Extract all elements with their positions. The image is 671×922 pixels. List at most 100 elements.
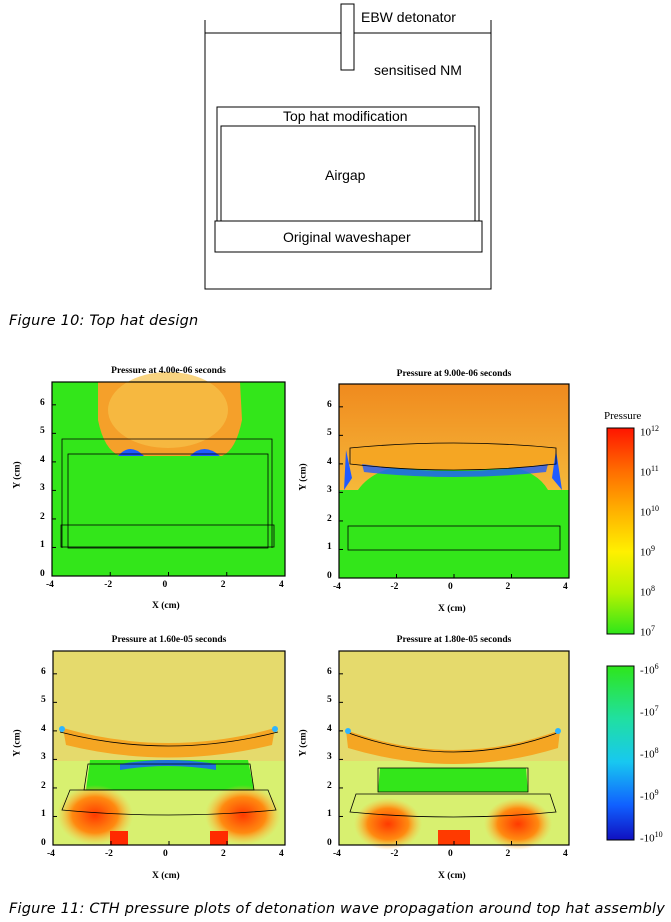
- x-tick-label: -4: [46, 580, 54, 590]
- y-tick-label: 2: [327, 513, 332, 524]
- y-tick-label: 1: [327, 542, 332, 553]
- colorbar-positive-tick-label: 109: [640, 544, 655, 559]
- x-tick-label: 2: [505, 849, 511, 859]
- colorbar-positive-tick-base: 10: [640, 506, 651, 519]
- x-tick-label: 4: [279, 580, 284, 590]
- airgap-label: Airgap: [325, 167, 366, 183]
- colorbar-negative-tick-base: -10: [640, 790, 655, 803]
- x-tick-label: 4: [563, 849, 568, 859]
- y-tick-label: 0: [40, 569, 45, 579]
- colorbar-positive-tick-exp: 10: [651, 504, 659, 513]
- colorbar-positive-tick-label: 1012: [640, 424, 659, 439]
- container-outline: [204, 20, 492, 290]
- y-tick-label: 2: [41, 780, 46, 791]
- colorbar-negative-tick-exp: 9: [654, 788, 659, 797]
- colorbar-negative-tick-base: -10: [640, 706, 655, 719]
- colorbar-negative-tick-base: -10: [640, 748, 655, 761]
- y-tick-label: 4: [327, 456, 332, 467]
- figure-11-caption: Figure 11: CTH pressure plots of detonat…: [9, 901, 666, 917]
- plot-4-title: Pressure at 1.80e-05 seconds: [396, 635, 512, 645]
- colorbar-positive-tick-label: 1011: [640, 464, 659, 479]
- x-tick-label: 0: [162, 580, 168, 590]
- y-tick-label: 6: [40, 397, 45, 408]
- y-tick-label: 3: [327, 485, 332, 496]
- colorbar-negative-tick-exp: 7: [654, 704, 659, 713]
- colorbar-negative-tick-exp: 10: [654, 830, 663, 839]
- y-tick-label: 4: [40, 454, 45, 465]
- y-tick-label: 2: [40, 511, 45, 522]
- colorbar-positive-tick-base: 10: [640, 546, 651, 559]
- colorbar-positive-tick-base: 10: [640, 426, 651, 439]
- x-tick-label: -4: [333, 849, 341, 859]
- y-tick-label: 5: [327, 695, 332, 706]
- plot-1-xlabel: X (cm): [152, 601, 180, 611]
- colorbar-negative-tick-label: -1010: [640, 830, 663, 845]
- colorbar-negative-tick-label: -109: [640, 788, 659, 803]
- plot-4: [338, 650, 570, 850]
- colorbar-positive-tick-base: 10: [640, 586, 651, 599]
- x-tick-label: -2: [390, 582, 399, 592]
- colorbar-negative-tick-base: -10: [640, 832, 655, 845]
- y-tick-label: 3: [40, 483, 45, 494]
- y-tick-label: 3: [41, 752, 46, 763]
- plot-2-xlabel: X (cm): [438, 604, 466, 614]
- colorbar-title: Pressure: [604, 410, 642, 422]
- x-tick-label: -4: [47, 849, 55, 859]
- explosive-label: sensitised NM: [374, 62, 462, 78]
- plot-1: [51, 372, 286, 577]
- x-tick-label: 2: [505, 582, 511, 592]
- y-tick-label: 3: [327, 752, 332, 763]
- colorbar-positive-tick-exp: 9: [651, 544, 655, 553]
- x-tick-label: -2: [390, 849, 399, 859]
- top-hat-diagram: [204, 3, 492, 290]
- colorbar-negative-tick-label: -108: [640, 746, 659, 761]
- y-tick-label: 1: [327, 809, 332, 820]
- colorbar-negative-tick-base: -10: [640, 664, 655, 677]
- plot-1-ylabel: Y (cm): [12, 461, 23, 489]
- y-tick-label: 4: [41, 723, 46, 734]
- colorbar-positive-tick-base: 10: [640, 626, 651, 639]
- colorbar-negative-tick-label: -107: [640, 704, 659, 719]
- detonator-label: EBW detonator: [361, 9, 456, 25]
- plot-3-title: Pressure at 1.60e-05 seconds: [111, 635, 227, 645]
- colorbar-positive-tick-exp: 7: [651, 624, 655, 633]
- plot-3-xlabel: X (cm): [152, 871, 180, 881]
- colorbar-positive-tick-label: 107: [640, 624, 655, 639]
- detonator-body: [340, 3, 355, 71]
- waveshaper-label: Original waveshaper: [283, 229, 411, 245]
- plot-4-ylabel: Y (cm): [298, 729, 309, 757]
- y-tick-label: 1: [41, 809, 46, 820]
- y-tick-label: 6: [41, 666, 46, 677]
- figure-10-caption: Figure 10: Top hat design: [9, 313, 199, 329]
- plot-2-ylabel: Y (cm): [298, 463, 309, 491]
- colorbar-negative: [606, 665, 635, 841]
- colorbar-positive-tick-exp: 12: [651, 424, 659, 433]
- plot-3-ylabel: Y (cm): [12, 729, 23, 757]
- colorbar-negative-tick-exp: 6: [654, 662, 659, 671]
- x-tick-label: -2: [105, 849, 113, 859]
- colorbar-positive: [606, 427, 635, 635]
- y-tick-label: 4: [327, 723, 332, 734]
- x-tick-label: 0: [163, 849, 168, 859]
- waveshaper-outline: [214, 220, 483, 253]
- x-tick-label: 4: [279, 849, 284, 859]
- plot-2-title: Pressure at 9.00e-06 seconds: [396, 369, 512, 379]
- plot-1-title: Pressure at 4.00e-06 seconds: [111, 366, 226, 376]
- colorbar-positive-tick-label: 108: [640, 584, 655, 599]
- colorbar-negative-tick-label: -106: [640, 662, 659, 677]
- colorbar-positive-tick-exp: 11: [651, 464, 659, 473]
- pressure-plots: [51, 372, 635, 850]
- plot-2: [338, 383, 570, 579]
- y-tick-label: 6: [327, 666, 332, 677]
- y-tick-label: 1: [40, 540, 45, 551]
- x-tick-label: -4: [333, 582, 341, 592]
- x-tick-label: 2: [220, 580, 226, 590]
- y-tick-label: 5: [327, 428, 332, 439]
- y-tick-label: 0: [327, 838, 332, 848]
- y-tick-label: 6: [327, 399, 332, 410]
- colorbar-positive-tick-label: 1010: [640, 504, 659, 519]
- y-tick-label: 5: [41, 695, 46, 706]
- top-hat-label: Top hat modification: [283, 108, 408, 124]
- x-tick-label: 0: [448, 582, 453, 592]
- x-tick-label: 0: [448, 849, 453, 859]
